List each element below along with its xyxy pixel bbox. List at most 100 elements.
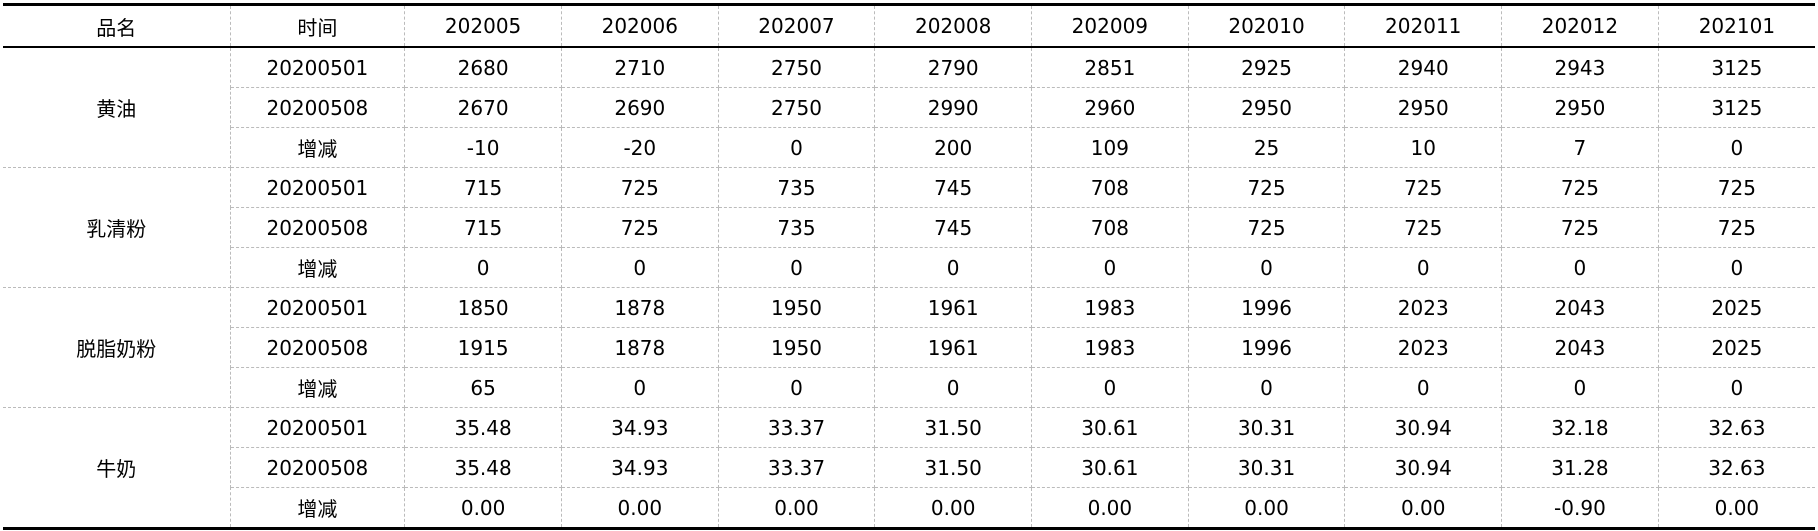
cell: 0 (717, 127, 876, 168)
cell: 0 (1031, 247, 1189, 288)
cell: 745 (874, 207, 1033, 248)
row-label: 增减 (229, 367, 406, 408)
cell: 31.50 (874, 407, 1033, 448)
cell: 3125 (1657, 46, 1815, 88)
cell: 0 (874, 367, 1033, 408)
cell: 2925 (1187, 46, 1346, 88)
cell: 0 (1657, 127, 1815, 168)
cell: -20 (560, 127, 719, 168)
row-label: 20200508 (229, 207, 406, 248)
cell: 2990 (874, 87, 1033, 128)
table-row: 20200508 1915 1878 1950 1961 1983 1996 2023 2043… (3, 327, 1815, 368)
row-label: 20200508 (229, 87, 406, 128)
cell: 0.00 (1187, 487, 1346, 530)
header-cell: 时间 (229, 3, 406, 48)
cell: 735 (717, 207, 876, 248)
cell: 35.48 (404, 407, 562, 448)
cell: 1950 (717, 287, 876, 328)
cell: 2025 (1657, 327, 1815, 368)
cell: 0 (560, 247, 719, 288)
row-label: 增减 (229, 247, 406, 288)
row-label: 20200501 (229, 167, 406, 208)
table-row: 20200508 35.48 34.93 33.37 31.50 30.61 30.31 30… (3, 447, 1815, 488)
cell: 0.00 (1657, 487, 1815, 530)
cell: 2750 (717, 46, 876, 88)
row-label: 20200508 (229, 447, 406, 488)
cell: 1961 (874, 287, 1033, 328)
cell: 2940 (1344, 46, 1503, 88)
cell: 25 (1187, 127, 1346, 168)
cell: 1878 (560, 287, 719, 328)
cell: 3125 (1657, 87, 1815, 128)
header-cell: 202010 (1187, 3, 1346, 48)
cell: 725 (560, 207, 719, 248)
cell: 2750 (717, 87, 876, 128)
cell: 2025 (1657, 287, 1815, 328)
table-row: 脱脂奶粉 20200501 1850 1878 1950 1961 1983 1996 2023… (3, 287, 1815, 408)
header-cell: 品名 (3, 3, 231, 48)
product-name: 牛奶 (3, 407, 231, 530)
table-row: 乳清粉 20200501 715 725 735 745 708 725 725 725 725 (3, 167, 1815, 288)
header-cell: 202007 (717, 3, 876, 48)
cell: 0 (1187, 367, 1346, 408)
cell: 33.37 (717, 447, 876, 488)
data-table: 品名 时间 202005 202006 202007 202008 202009 202010… (3, 3, 1815, 530)
header-cell: 202008 (874, 3, 1033, 48)
cell: 745 (874, 167, 1033, 208)
cell: 31.28 (1501, 447, 1659, 488)
header-row: 品名 时间 202005 202006 202007 202008 202009 202010… (3, 3, 1815, 48)
cell: 1983 (1031, 287, 1189, 328)
cell: 200 (874, 127, 1033, 168)
cell: 1850 (404, 287, 562, 328)
cell: 30.31 (1187, 447, 1346, 488)
cell: 30.61 (1031, 447, 1189, 488)
cell: 32.63 (1657, 407, 1815, 448)
table-row: 增减 -10 -20 0 200 109 25 10 7 0 (3, 127, 1815, 168)
cell: 725 (1344, 167, 1503, 208)
cell: 725 (1501, 207, 1659, 248)
row-label: 20200501 (229, 407, 406, 448)
cell: 10 (1344, 127, 1503, 168)
product-name: 脱脂奶粉 (3, 287, 231, 408)
cell: 0 (1031, 367, 1189, 408)
cell: 31.50 (874, 447, 1033, 488)
row-label: 增减 (229, 127, 406, 168)
header-cell: 202101 (1657, 3, 1815, 48)
cell: 708 (1031, 207, 1189, 248)
cell: 1961 (874, 327, 1033, 368)
header-cell: 202006 (560, 3, 719, 48)
cell: 715 (404, 167, 562, 208)
table-row: 牛奶 20200501 35.48 34.93 33.37 31.50 30.61 30.31… (3, 407, 1815, 530)
cell: 2950 (1344, 87, 1503, 128)
cell: 7 (1501, 127, 1659, 168)
row-label: 20200508 (229, 327, 406, 368)
cell: 725 (1657, 167, 1815, 208)
cell: 1878 (560, 327, 719, 368)
cell: 0.00 (1031, 487, 1189, 530)
header-cell: 202009 (1031, 3, 1189, 48)
cell: 30.61 (1031, 407, 1189, 448)
cell: 2043 (1501, 327, 1659, 368)
table-row: 增减 65 0 0 0 0 0 0 0 0 (3, 367, 1815, 408)
cell: 0.00 (560, 487, 719, 530)
cell: 109 (1031, 127, 1189, 168)
table-body: 黄油 20200501 2680 2710 2750 2790 2851 2925 2940 29… (3, 46, 1815, 530)
cell: 715 (404, 207, 562, 248)
cell: 34.93 (560, 447, 719, 488)
cell: 2790 (874, 46, 1033, 88)
cell: 0 (1657, 247, 1815, 288)
product-name: 黄油 (3, 46, 231, 168)
table-row: 增减 0 0 0 0 0 0 0 0 0 (3, 247, 1815, 288)
cell: 725 (1501, 167, 1659, 208)
cell: 2023 (1344, 287, 1503, 328)
header-cell: 202011 (1344, 3, 1503, 48)
cell: 0.00 (1344, 487, 1503, 530)
cell: 2950 (1187, 87, 1346, 128)
cell: 35.48 (404, 447, 562, 488)
cell: 2943 (1501, 46, 1659, 88)
cell: 0 (1344, 367, 1503, 408)
cell: 1983 (1031, 327, 1189, 368)
cell: 0 (404, 247, 562, 288)
table-row: 20200508 2670 2690 2750 2990 2960 2950 2950 2950… (3, 87, 1815, 128)
cell: 0 (1344, 247, 1503, 288)
